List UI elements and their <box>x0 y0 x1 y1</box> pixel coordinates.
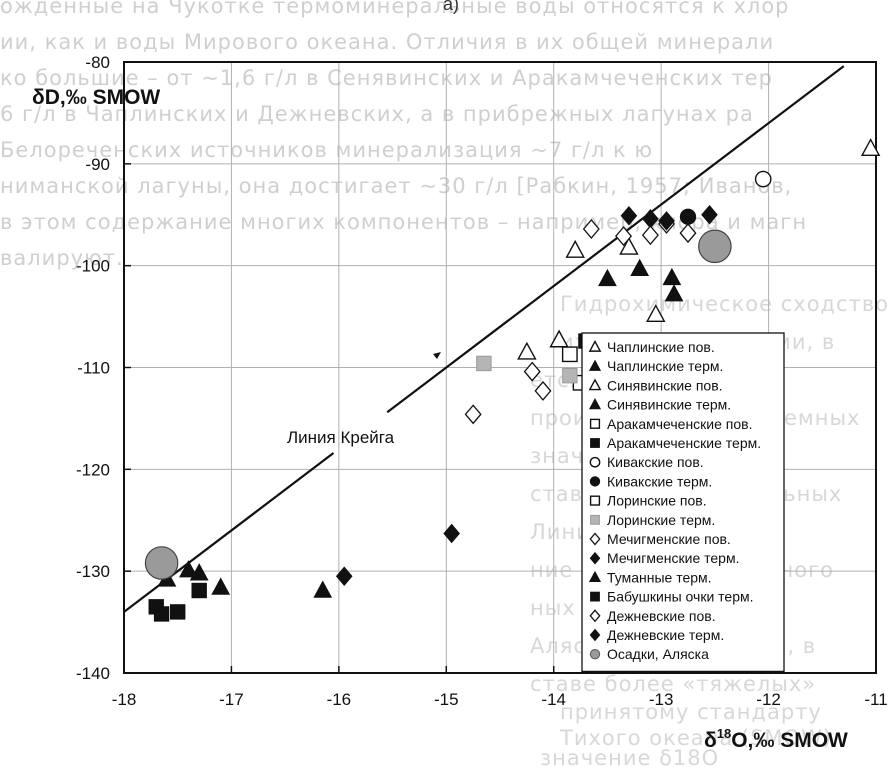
data-point-square-open <box>561 346 578 363</box>
x-axis-title: δ18O,‰ SMOW <box>704 726 848 752</box>
data-point-triangle-filled <box>598 268 617 287</box>
y-tick-label: -90 <box>85 155 110 174</box>
x-axis-title-main: δ <box>704 729 717 752</box>
legend-marker-circle-filled <box>589 476 601 487</box>
legend-box <box>581 332 785 673</box>
legend-marker-square-filled <box>590 591 600 602</box>
legend-marker-triangle-filled <box>588 570 602 583</box>
data-point-square-filled <box>170 604 186 620</box>
legend-marker-triangle-open <box>588 340 602 352</box>
y-tick-label: -140 <box>76 664 110 683</box>
data-point-square-filled <box>191 582 207 599</box>
legend-label: Лоринские терм. <box>607 512 715 528</box>
data-point-square-filled-gray <box>562 367 578 384</box>
data-point-triangle-filled <box>179 560 198 578</box>
legend-label: Кивакские терм. <box>607 473 712 489</box>
legend-label: Кивакские пов. <box>607 454 704 470</box>
legend-marker-square-filled <box>590 438 600 448</box>
x-tick-label: -17 <box>219 690 244 709</box>
legend-label: Чаплинские пов. <box>607 339 715 355</box>
craig-line-lower <box>123 452 335 613</box>
x-axis-title-tail: O,‰ SMOW <box>731 729 848 752</box>
legend-label: Туманные терм. <box>607 569 712 585</box>
y-tick-label: -80 <box>85 53 110 72</box>
x-tick-label: -12 <box>756 690 781 709</box>
data-point-circle-filled <box>679 208 697 225</box>
axes: -18 -17 -16 -15 -14 -13 -12 -11 -140 -130 -120 -110… <box>76 53 888 709</box>
x-tick-label: -18 <box>112 690 137 709</box>
x-axis-title-sup: 18 <box>717 726 731 741</box>
craig-line-label: Линия Крейга <box>287 428 395 447</box>
y-tick-label: -120 <box>76 460 110 479</box>
legend-marker-triangle-filled <box>588 359 602 371</box>
data-point-circle-open <box>754 170 772 188</box>
x-tick-label: -15 <box>434 690 459 709</box>
x-tick-label: -16 <box>327 690 352 709</box>
legend-label: Дежневские терм. <box>607 627 724 643</box>
legend-label: Аракамчеченские пов. <box>607 416 753 432</box>
legend-marker-diamond-open <box>589 609 601 623</box>
data-point-triangle-filled <box>664 284 684 302</box>
legend-label: Чаплинские терм. <box>607 358 723 374</box>
y-tick-label: -130 <box>76 562 110 581</box>
legend-marker-diamond-filled <box>589 628 601 642</box>
data-point-diamond-open <box>679 223 697 244</box>
legend-label: Осадки, Аляска <box>607 646 709 662</box>
legend-label: Лоринские пов. <box>607 493 707 509</box>
data-point-diamond-filled <box>620 205 638 226</box>
legend-marker-circle-open <box>589 456 601 468</box>
y-tick-label: -110 <box>77 359 110 378</box>
data-point-diamond-filled <box>701 204 718 225</box>
data-point-diamond-filled <box>443 523 460 544</box>
y-axis-title: δD,‰ SMOW <box>32 86 160 109</box>
data-point-square-filled <box>153 606 170 622</box>
legend-marker-diamond-filled <box>589 551 601 565</box>
data-point-triangle-filled <box>630 258 650 276</box>
data-point-triangle-filled <box>189 563 209 581</box>
data-point-triangle-open <box>565 239 585 258</box>
legend-label: Бабушкины очки терм. <box>607 589 754 605</box>
data-point-diamond-open <box>534 380 552 401</box>
legend-marker-circle-gray <box>589 649 601 660</box>
data-point-triangle-open <box>517 341 537 360</box>
data-point-diamond-open <box>641 225 659 246</box>
y-tick-label: -100 <box>76 257 110 276</box>
legend-label: Синявинские пов. <box>607 377 723 393</box>
data-point-triangle-filled <box>662 267 682 286</box>
data-point-diamond-open <box>615 226 633 247</box>
legend-label: Синявинские терм. <box>607 397 731 413</box>
legend-label: Мечигменские пов. <box>607 531 731 547</box>
legend: Чаплинские пов. Чаплинские терм. Синявинск… <box>581 332 785 673</box>
data-point-triangle-filled <box>211 577 231 595</box>
data-point-triangle-filled <box>313 580 333 598</box>
data-point-diamond-open <box>582 219 600 240</box>
data-point-diamond-open <box>523 361 541 382</box>
legend-marker-diamond-open <box>589 532 601 546</box>
legend-marker-square-open <box>589 495 601 506</box>
x-tick-label: -14 <box>541 690 566 709</box>
craig-line-arrow <box>433 352 441 359</box>
legend-marker-square-filled-gray <box>590 514 600 525</box>
x-tick-label: -11 <box>864 690 887 709</box>
data-point-square-filled-gray <box>476 355 492 372</box>
data-point-triangle-open <box>619 236 639 255</box>
data-point-diamond-filled <box>658 211 675 231</box>
data-point-circle-gray-large <box>698 229 732 264</box>
legend-marker-triangle-filled <box>588 398 602 410</box>
legend-label: Аракамчеченские терм. <box>607 435 761 451</box>
data-point-triangle-open <box>549 329 569 348</box>
legend-marker-triangle-open <box>588 378 602 391</box>
data-point-diamond-filled <box>335 566 353 587</box>
x-tick-label: -13 <box>649 690 674 709</box>
craig-line-upper <box>386 65 845 414</box>
legend-label: Дежневские пов. <box>607 608 716 624</box>
legend-marker-square-open <box>589 418 601 429</box>
legend-label: Мечигменские терм. <box>607 550 739 566</box>
data-point-triangle-open <box>860 138 881 157</box>
data-point-triangle-open <box>646 304 666 322</box>
data-point-circle-gray-large <box>144 546 179 580</box>
data-point-diamond-open <box>464 404 482 425</box>
